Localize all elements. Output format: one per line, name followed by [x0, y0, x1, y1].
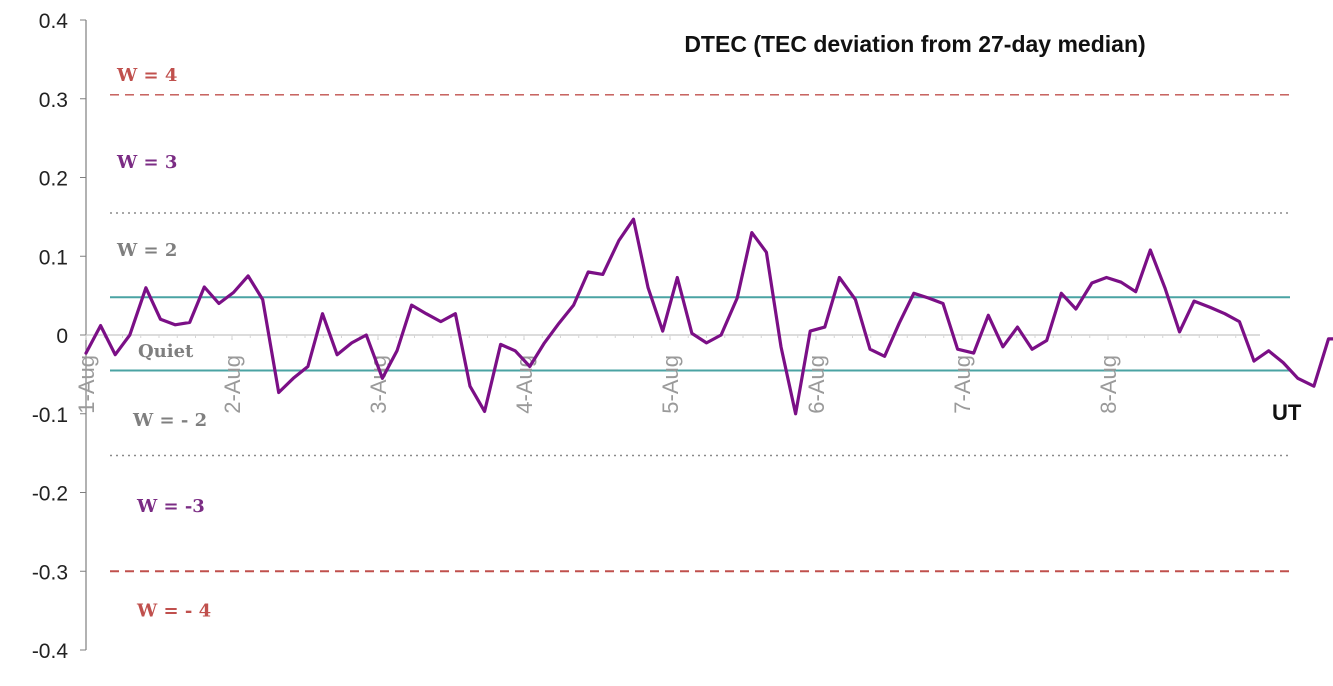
x-tick-label: 6-Aug [804, 355, 829, 414]
band-label: W = 2 [116, 240, 177, 261]
x-tick-label: 8-Aug [1096, 355, 1121, 414]
band-label: W = - 4 [136, 601, 211, 622]
dtec-series-line [1252, 337, 1333, 388]
x-tick-label: 7-Aug [950, 355, 975, 414]
y-tick-label: 0.2 [39, 168, 68, 191]
band-label: W = - 2 [132, 410, 207, 431]
x-axis-label: UT [1272, 400, 1302, 425]
chart-axes [85, 20, 1260, 650]
y-tick-label: 0.3 [39, 89, 68, 112]
y-tick-label: 0.1 [39, 246, 68, 269]
x-tick-label: 4-Aug [512, 355, 537, 414]
x-tick-label: 2-Aug [220, 355, 245, 414]
y-tick-label: -0.1 [32, 404, 68, 427]
x-tick-labels: 1-Aug 2-Aug 3-Aug 4-Aug 5-Aug 6-Aug 7-Aug 8-Aug [74, 335, 1237, 414]
y-tick-label: -0.2 [32, 483, 68, 506]
y-tick-label: 0 [56, 325, 68, 348]
band-label: Quiet [138, 341, 194, 362]
x-tick-label: 1-Aug [74, 355, 99, 414]
band-labels: W = 4 W = 3 W = 2 Quiet W = - 2 W = -3 W = - 4 [116, 65, 211, 622]
band-label: W = 4 [116, 65, 177, 86]
y-tick-label: -0.4 [32, 640, 69, 663]
x-tick-label: 5-Aug [658, 355, 683, 414]
band-label: W = 3 [116, 152, 177, 173]
chart-title: DTEC (TEC deviation from 27-day median) [684, 31, 1145, 57]
dtec-series-line [84, 217, 1256, 416]
y-tick-label: -0.3 [32, 561, 68, 584]
y-tick-label: 0.4 [39, 10, 69, 33]
y-tick-labels: 0.4 0.3 0.2 0.1 0 -0.1 -0.2 -0.3 -0.4 [32, 10, 86, 663]
threshold-lines [110, 94, 1290, 573]
band-label: W = -3 [136, 496, 205, 517]
series-lines [84, 217, 1333, 416]
